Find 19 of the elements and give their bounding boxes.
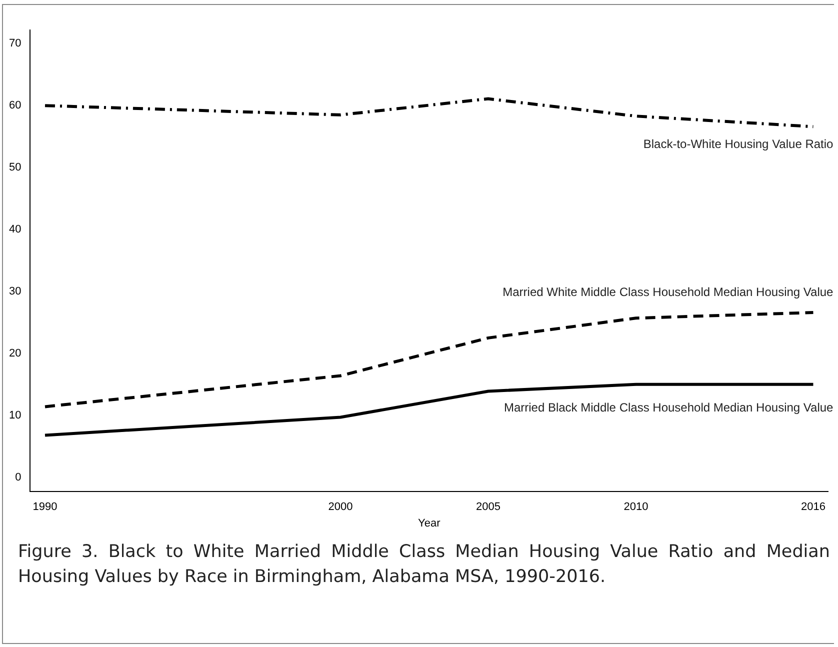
series-label: Married Black Middle Class Household Median Housing Value (504, 400, 834, 415)
x-tick-label: 2010 (624, 501, 648, 514)
y-tick-label: 30 (8, 286, 22, 298)
y-tick-label: 0 (15, 471, 22, 484)
y-tick-label: 70 (8, 38, 22, 50)
y-tick-label: 60 (8, 100, 22, 112)
x-tick-label: 2000 (328, 501, 353, 514)
x-axis-title: Year (418, 517, 441, 530)
y-tick-label: 10 (8, 409, 22, 422)
x-tick-label: 2005 (476, 501, 500, 514)
y-tick-label: 50 (8, 162, 22, 174)
line-series (44, 97, 815, 128)
x-tick-label: 1990 (32, 501, 58, 514)
text: Married White Middle Class Household Median Housing Value (502, 284, 834, 299)
x-tick-label: 2016 (800, 501, 826, 514)
y-tick-label: 20 (8, 347, 22, 360)
series-label: Black-to-White Housing Value Ratio (643, 136, 834, 151)
y-tick-label: 40 (8, 224, 22, 236)
caption: Figure 3. Black to White Married Middle Class Median Housing Value Ratio and Median Housing Values by Race in Birmingham, Alabama MSA, 1990-2016. (18, 541, 830, 589)
